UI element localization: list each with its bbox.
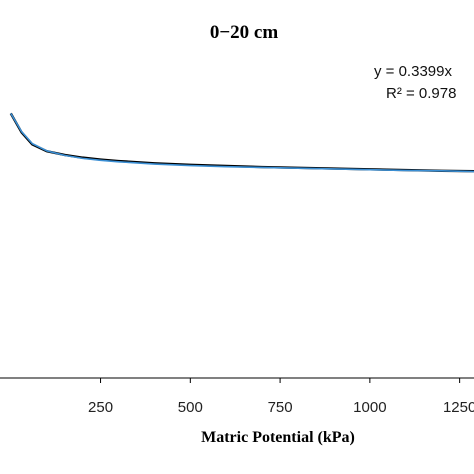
x-tick-label: 750: [268, 399, 293, 416]
x-tick-label: 250: [88, 399, 113, 416]
x-axis-ticks: 250 500 750 1000 1250: [88, 378, 474, 416]
x-axis-label: Matric Potential (kPa): [201, 429, 355, 446]
trendline-equation: y = 0.3399x: [374, 63, 452, 80]
series-line-2: [10, 112, 474, 173]
series-line-1: [9, 112, 474, 173]
x-tick-label: 500: [178, 399, 203, 416]
r-squared-label: R² = 0.978: [386, 85, 456, 102]
x-tick-label: 1000: [353, 399, 386, 416]
chart-title: 0−20 cm: [210, 22, 279, 43]
series-group: [9, 112, 474, 173]
x-tick-label: 1250: [443, 399, 474, 416]
